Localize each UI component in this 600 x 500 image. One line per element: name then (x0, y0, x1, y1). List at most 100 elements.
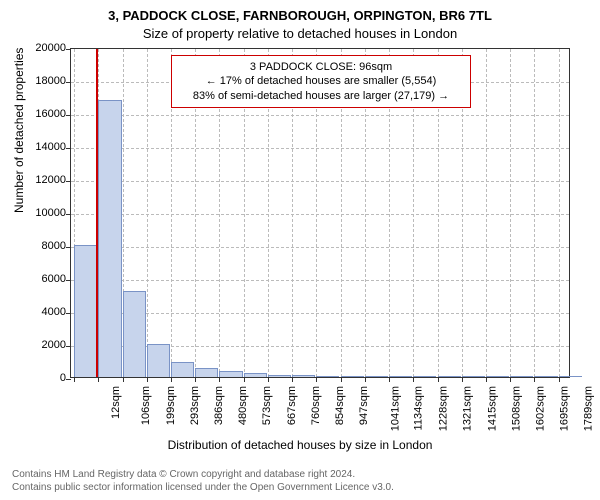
x-tick-label: 12sqm (110, 386, 122, 419)
gridline-vertical (534, 49, 535, 377)
chart-title: 3, PADDOCK CLOSE, FARNBOROUGH, ORPINGTON… (0, 8, 600, 23)
gridline-vertical (559, 49, 560, 377)
x-tick-label: 480sqm (237, 386, 249, 425)
x-tick (413, 377, 414, 382)
y-tick-label: 16000 (16, 108, 66, 120)
gridline-horizontal (71, 247, 569, 248)
x-tick-label: 1602sqm (534, 386, 546, 431)
histogram-bar (147, 344, 170, 377)
x-tick-label: 1508sqm (510, 386, 522, 431)
y-tick (66, 115, 71, 116)
y-tick (66, 280, 71, 281)
annotation-line: 3 PADDOCK CLOSE: 96sqm (180, 60, 462, 74)
x-tick-label: 1134sqm (412, 386, 424, 430)
x-tick (195, 377, 196, 382)
x-tick (171, 377, 172, 382)
histogram-bar (268, 375, 291, 377)
y-tick (66, 247, 71, 248)
x-axis-label: Distribution of detached houses by size … (0, 438, 600, 452)
histogram-bar (438, 376, 461, 377)
y-tick (66, 181, 71, 182)
histogram-bar (462, 376, 485, 377)
x-tick-label: 1415sqm (486, 386, 498, 431)
x-tick-label: 1789sqm (583, 386, 595, 431)
histogram-bar (413, 376, 436, 377)
histogram-bar (486, 376, 509, 377)
annotation-line: ← 17% of detached houses are smaller (5,… (180, 74, 462, 88)
footer-attribution: Contains HM Land Registry data © Crown c… (12, 468, 394, 494)
x-tick (316, 377, 317, 382)
x-tick-label: 667sqm (286, 386, 298, 425)
y-tick (66, 313, 71, 314)
histogram-bar (316, 376, 339, 377)
y-tick-label: 14000 (16, 141, 66, 153)
annotation-box: 3 PADDOCK CLOSE: 96sqm← 17% of detached … (171, 55, 471, 108)
x-tick (438, 377, 439, 382)
gridline-vertical (510, 49, 511, 377)
x-tick-label: 1321sqm (461, 386, 473, 431)
y-tick-label: 8000 (16, 240, 66, 252)
x-tick (534, 377, 535, 382)
histogram-plot-area: 3 PADDOCK CLOSE: 96sqm← 17% of detached … (70, 48, 570, 378)
y-tick-label: 10000 (16, 207, 66, 219)
y-tick-label: 0 (16, 372, 66, 384)
histogram-bar (98, 100, 121, 377)
histogram-bar (219, 371, 242, 377)
y-tick-label: 2000 (16, 339, 66, 351)
y-tick-label: 4000 (16, 306, 66, 318)
histogram-bar (341, 376, 364, 377)
x-tick-label: 854sqm (334, 386, 346, 425)
gridline-vertical (147, 49, 148, 377)
footer-line: Contains public sector information licen… (12, 481, 394, 494)
histogram-bar (171, 362, 194, 377)
x-tick (147, 377, 148, 382)
gridline-horizontal (71, 148, 569, 149)
y-tick (66, 148, 71, 149)
x-tick (341, 377, 342, 382)
y-tick (66, 346, 71, 347)
histogram-bar (559, 376, 582, 377)
y-tick (66, 214, 71, 215)
chart-subtitle: Size of property relative to detached ho… (0, 26, 600, 41)
histogram-bar (195, 368, 218, 377)
y-tick (66, 82, 71, 83)
property-marker-line (96, 49, 98, 377)
x-tick (219, 377, 220, 382)
x-tick (268, 377, 269, 382)
x-tick (244, 377, 245, 382)
x-tick-label: 1041sqm (389, 386, 401, 431)
gridline-horizontal (71, 346, 569, 347)
gridline-horizontal (71, 280, 569, 281)
x-tick-label: 199sqm (165, 386, 177, 425)
histogram-bar (365, 376, 388, 377)
y-tick-label: 6000 (16, 273, 66, 285)
x-tick-label: 386sqm (213, 386, 225, 425)
x-tick (510, 377, 511, 382)
x-tick-label: 293sqm (189, 386, 201, 425)
x-tick (486, 377, 487, 382)
y-tick-label: 12000 (16, 174, 66, 186)
x-tick-label: 106sqm (141, 386, 153, 425)
gridline-horizontal (71, 313, 569, 314)
x-tick-label: 573sqm (262, 386, 274, 425)
x-tick (365, 377, 366, 382)
x-tick-label: 1228sqm (437, 386, 449, 431)
y-tick-label: 20000 (16, 42, 66, 54)
y-tick-label: 18000 (16, 75, 66, 87)
x-tick (98, 377, 99, 382)
x-tick-label: 760sqm (310, 386, 322, 425)
x-tick-label: 947sqm (358, 386, 370, 425)
x-tick (462, 377, 463, 382)
gridline-horizontal (71, 115, 569, 116)
x-tick-label: 1695sqm (558, 386, 570, 431)
y-tick (66, 49, 71, 50)
footer-line: Contains HM Land Registry data © Crown c… (12, 468, 394, 481)
annotation-line: 83% of semi-detached houses are larger (… (180, 89, 462, 103)
x-tick (74, 377, 75, 382)
x-tick (123, 377, 124, 382)
y-axis-label: Number of detached properties (12, 48, 26, 213)
histogram-bar (74, 245, 97, 377)
x-tick (292, 377, 293, 382)
histogram-bar (510, 376, 533, 377)
histogram-bar (123, 291, 146, 377)
